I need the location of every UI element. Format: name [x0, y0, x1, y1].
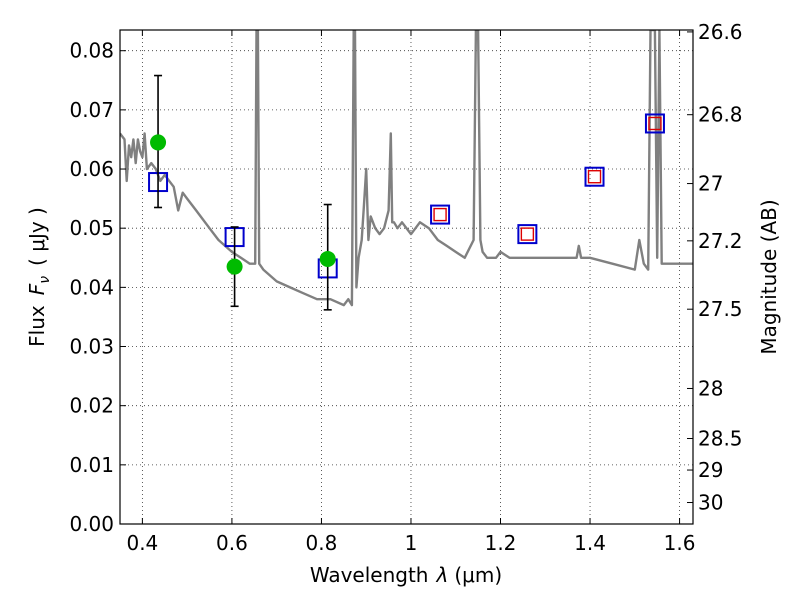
observed-point: [150, 134, 167, 151]
plot-frame: [119, 29, 694, 525]
x-tick-label: 0.4: [126, 531, 158, 555]
y2-tick-label: 26.6: [698, 20, 743, 44]
y2-axis-title: Magnitude (AB): [757, 199, 781, 354]
x-tick-label: 1.4: [574, 531, 606, 555]
model-band-square: [430, 204, 451, 225]
grid-lines: [120, 30, 693, 524]
x-tick-label: 0.6: [216, 531, 248, 555]
y-tick-label: 0.03: [69, 335, 114, 359]
observed-point: [226, 258, 243, 275]
y2-tick-label: 28.5: [698, 426, 743, 450]
y-axis-title: FluxFν( μJy ): [25, 207, 53, 347]
x-axis-title: Wavelength λ (μm): [310, 563, 502, 587]
y2-tick-label: 27: [698, 172, 723, 196]
y-tick-label: 0.02: [69, 394, 114, 418]
y2-tick-label: 26.8: [698, 103, 743, 127]
y2-tick-label: 27.5: [698, 297, 743, 321]
x-tick-label: 1.2: [485, 531, 517, 555]
x-tick-label: 1.6: [664, 531, 696, 555]
y2-tick-label: 30: [698, 491, 723, 515]
axis-ticks: 0.4 0.6 0.8 1 1.2 1.4 1.6 0.00 0.01 0.02 0.03 0.04 0…: [69, 20, 742, 555]
model-band-square: [644, 113, 665, 134]
y2-tick-label: 28: [698, 376, 723, 400]
model-band-inner-square: [648, 116, 662, 131]
model-band-inner-square: [433, 207, 447, 222]
model-band-inner-square: [587, 170, 602, 184]
y-tick-label: 0.01: [69, 453, 114, 477]
y2-tick-label: 29: [698, 458, 723, 482]
y-tick-label: 0.04: [69, 275, 114, 299]
y-tick-label: 0.06: [69, 157, 114, 181]
y-tick-label: 0.00: [69, 512, 114, 536]
model-band-square: [584, 166, 605, 187]
x-tick-label: 0.8: [306, 531, 338, 555]
y-tick-label: 0.05: [69, 216, 114, 240]
model-band-inner-square: [520, 227, 535, 241]
observed-point: [319, 250, 336, 267]
data-points: [148, 74, 665, 311]
y-tick-label: 0.07: [69, 98, 114, 122]
x-tick-label: 1: [405, 531, 418, 555]
model-band-square: [517, 224, 538, 245]
y-tick-label: 0.08: [69, 39, 114, 63]
model-spectrum: [120, 30, 693, 307]
y2-tick-label: 27.2: [698, 229, 743, 253]
model-spectrum-line: [120, 30, 693, 307]
